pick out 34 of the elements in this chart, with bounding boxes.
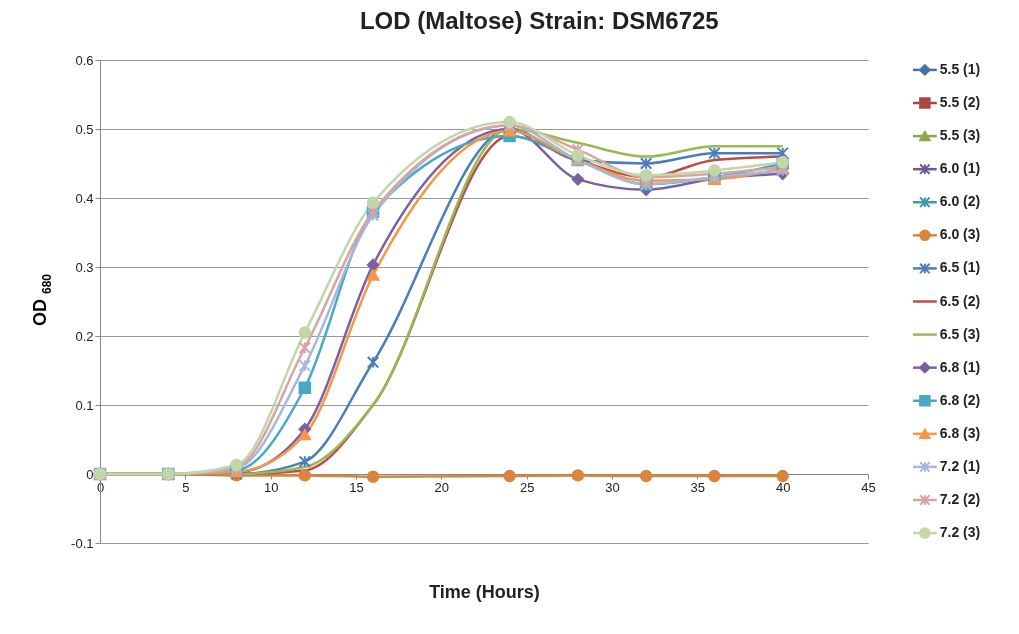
legend-label: 6.5 (2) bbox=[939, 292, 981, 309]
y-tick-label: 0.3 bbox=[75, 259, 94, 275]
x-tick-label: 45 bbox=[861, 479, 876, 495]
legend-label: 5.5 (3) bbox=[939, 127, 981, 144]
x-tick-label: 10 bbox=[263, 479, 279, 495]
legend-label: 6.8 (1) bbox=[939, 358, 981, 375]
legend-label: 7.2 (2) bbox=[939, 490, 981, 507]
legend-label: 5.5 (2) bbox=[939, 94, 981, 111]
y-tick-label: -0.1 bbox=[71, 535, 94, 551]
chart-title: LOD (Maltose) Strain: DSM6725 bbox=[359, 7, 719, 34]
legend-label: 6.5 (1) bbox=[939, 259, 981, 276]
legend-label: 5.5 (1) bbox=[939, 60, 981, 77]
legend-label: 7.2 (3) bbox=[939, 524, 981, 541]
legend-label: 6.5 (3) bbox=[939, 325, 981, 342]
x-tick-label: 20 bbox=[434, 479, 450, 495]
legend-label: 7.2 (1) bbox=[939, 457, 981, 474]
y-tick-label: 0.5 bbox=[75, 121, 94, 137]
y-tick-label: 0 bbox=[86, 466, 94, 482]
y-tick-label: 0.6 bbox=[75, 52, 94, 68]
legend-label: 6.8 (3) bbox=[939, 424, 981, 441]
x-tick-label: 25 bbox=[519, 479, 535, 495]
x-tick-label: 30 bbox=[605, 479, 620, 495]
x-tick-label: 5 bbox=[182, 479, 190, 495]
x-tick-label: 15 bbox=[349, 479, 364, 495]
x-axis-title: Time (Hours) bbox=[429, 581, 540, 602]
y-tick-label: 0.4 bbox=[75, 190, 94, 206]
legend-label: 6.0 (2) bbox=[939, 193, 981, 210]
legend-label: 6.0 (3) bbox=[939, 226, 981, 243]
x-tick-label: 40 bbox=[775, 479, 791, 495]
legend-label: 6.8 (2) bbox=[939, 391, 981, 408]
y-tick-label: 0.1 bbox=[75, 397, 94, 413]
y-tick-label: 0.2 bbox=[75, 328, 94, 344]
x-tick-label: 35 bbox=[690, 479, 706, 495]
legend-label: 6.0 (1) bbox=[939, 160, 981, 177]
